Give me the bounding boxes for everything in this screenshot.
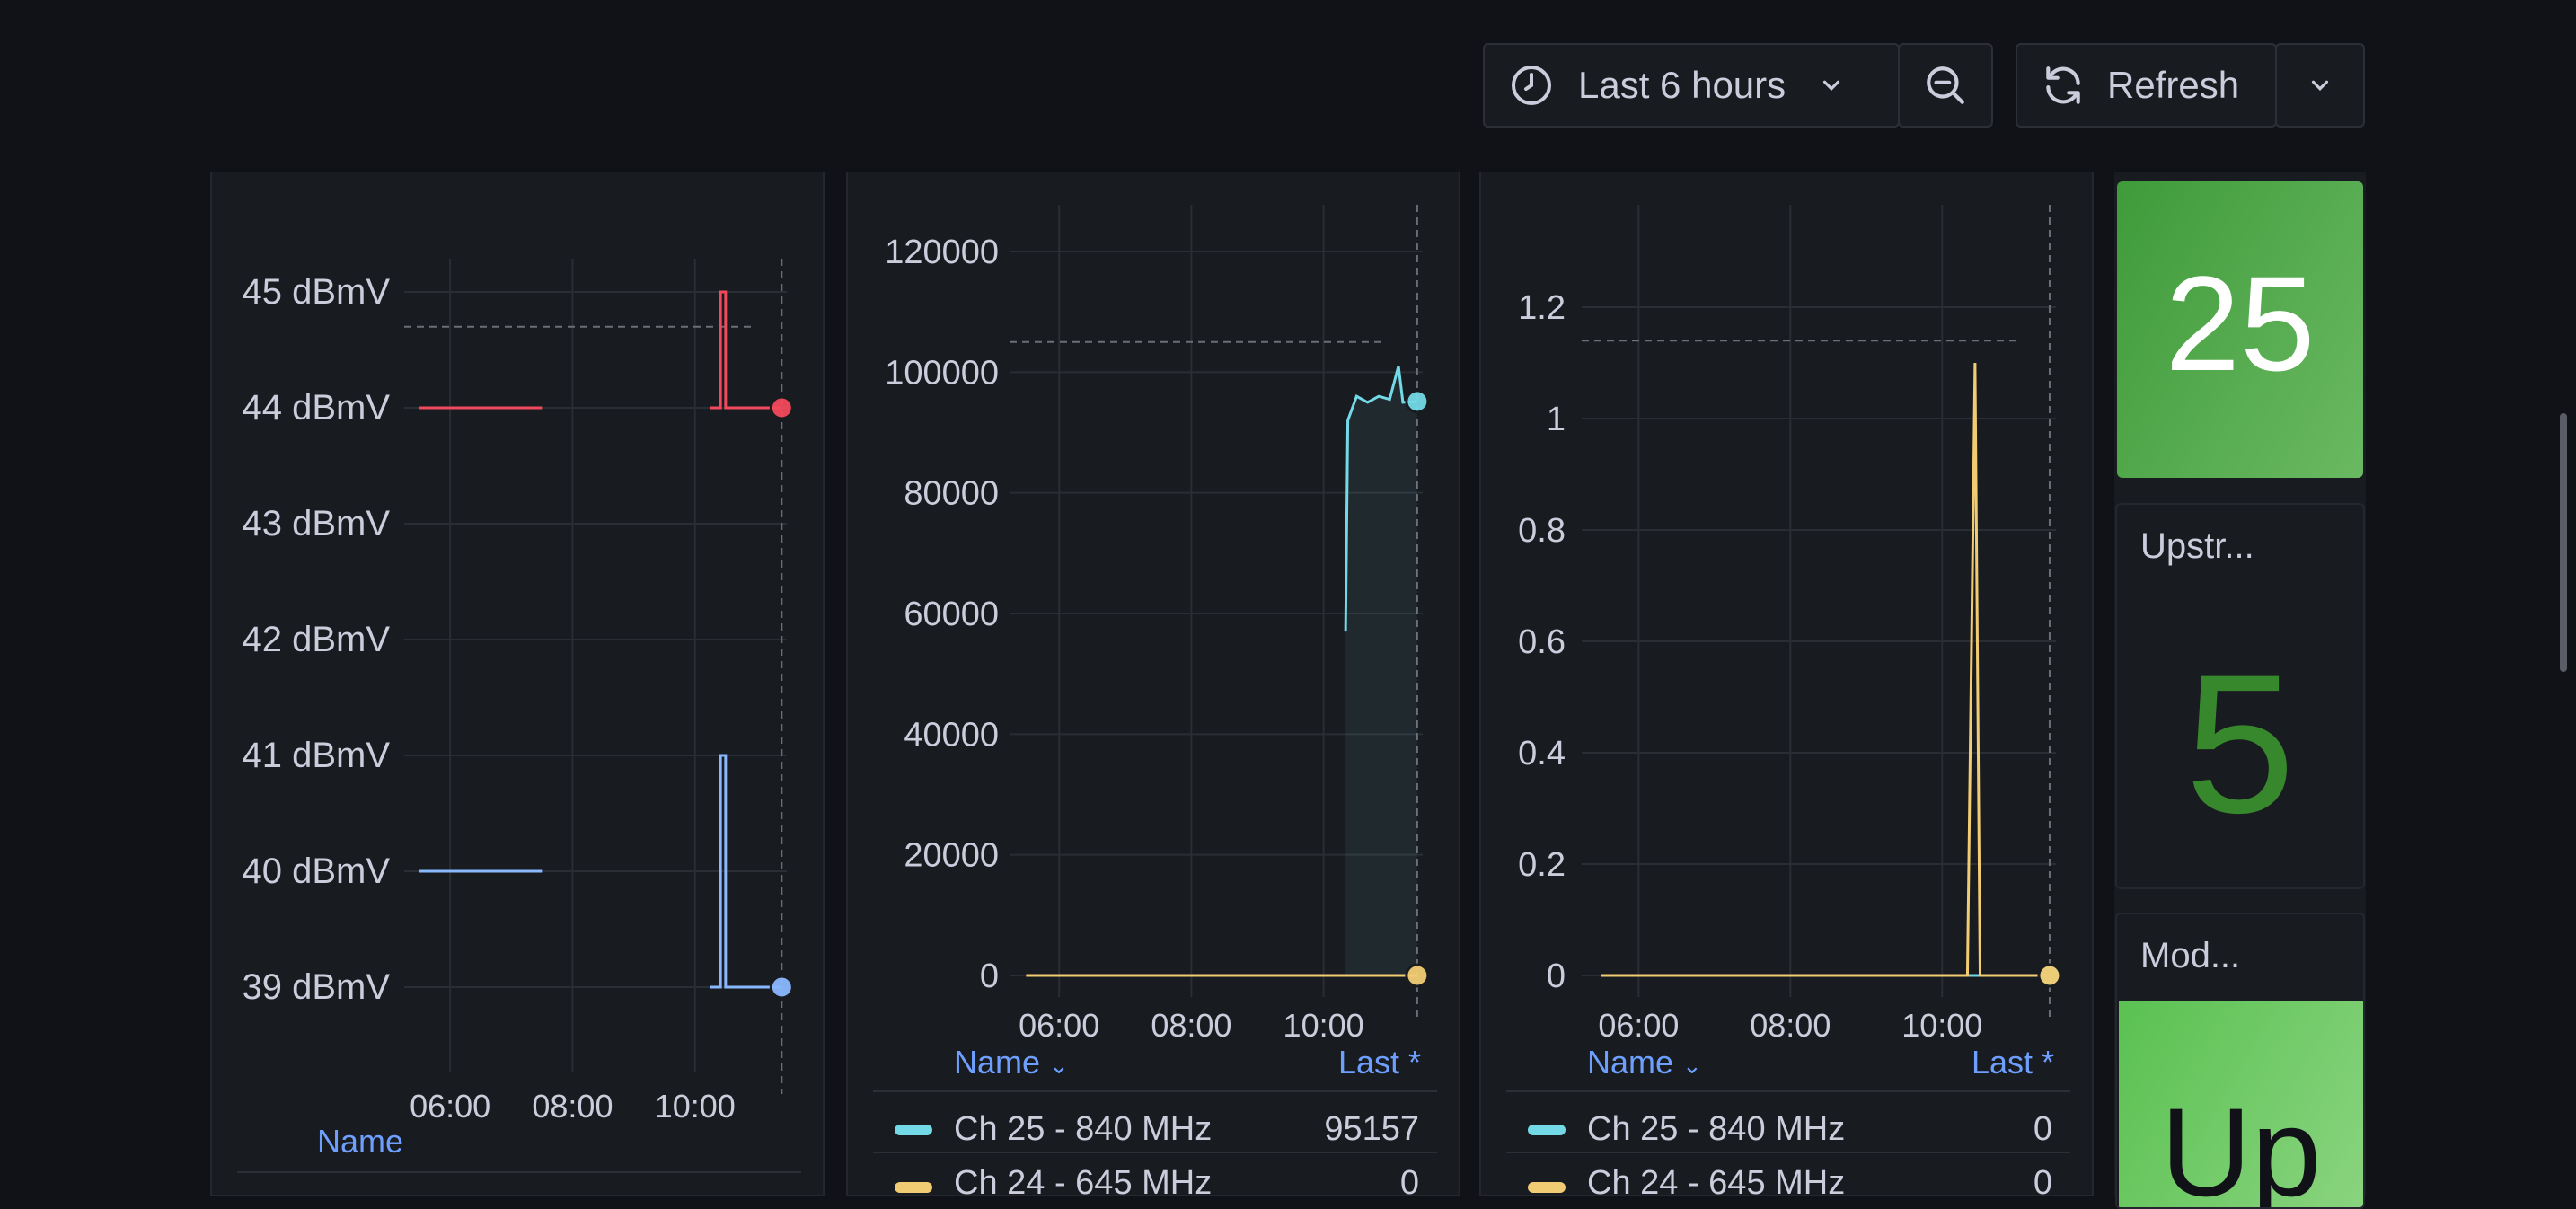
y-tick-label: 40 dBmV — [242, 852, 390, 891]
legend-divider — [873, 1090, 1437, 1092]
x-tick-label: 08:00 — [1151, 1007, 1231, 1044]
chevron-down-icon: ⌄ — [1682, 1052, 1702, 1079]
y-tick-label: 0.6 — [1518, 623, 1566, 661]
corrected-codewords-panel: 0 20000 40000 60000 80000 100000 120000 06:00 08… — [846, 172, 1460, 1202]
legend-divider — [1506, 1152, 2070, 1153]
y-tick-label: 45 dBmV — [242, 272, 390, 312]
x-tick-label: 10:00 — [1284, 1007, 1364, 1044]
x-tick-label: 08:00 — [1750, 1007, 1831, 1044]
series-last-value: 0 — [1399, 1164, 1419, 1202]
y-tick-label: 1 — [1547, 401, 1566, 438]
y-tick-label: 0 — [980, 957, 999, 995]
legend-name-label: Name — [954, 1044, 1041, 1081]
series-color-swatch — [1528, 1125, 1566, 1135]
stat-value-box: Up — [2119, 1001, 2363, 1209]
series-name: Ch 25 - 840 MHz — [954, 1110, 1213, 1148]
uncorrectables-panel: 0 0.2 0.4 0.6 0.8 1 1.2 06:00 08:00 10:00 Name ⌄ … — [1479, 172, 2094, 1202]
legend-last-header[interactable]: Last * — [1971, 1044, 2054, 1081]
series-line — [1601, 362, 2050, 977]
legend-name-header[interactable]: Name — [317, 1123, 404, 1160]
y-tick-label: 40000 — [904, 716, 999, 754]
series-name: Ch 24 - 645 MHz — [1587, 1164, 1846, 1202]
y-tick-label: 41 dBmV — [242, 736, 390, 775]
clock-icon — [1512, 66, 1551, 105]
modem-status-stat: Mod... Up — [2115, 913, 2365, 1209]
y-tick-label: 120000 — [885, 234, 999, 271]
series-area — [1345, 366, 1417, 975]
refresh-icon — [2046, 66, 2080, 104]
series-color-swatch — [895, 1182, 932, 1193]
series-name: Ch 24 - 645 MHz — [954, 1164, 1213, 1202]
y-tick-label: 43 dBmV — [242, 504, 390, 543]
time-range-picker[interactable]: Last 6 hours — [1483, 43, 1900, 128]
legend-divider — [1506, 1090, 2070, 1092]
legend-divider — [873, 1152, 1437, 1153]
corrected-codewords-chart: 0 20000 40000 60000 80000 100000 120000 06:00 08… — [885, 205, 1430, 1044]
series-line — [1344, 366, 1417, 632]
zoom-out-button[interactable] — [1898, 43, 1993, 128]
power-level-panel: 39 dBmV 40 dBmV 41 dBmV 42 dBmV 43 dBmV 44 dB… — [210, 172, 825, 1196]
series-line — [710, 754, 782, 989]
series-last-point — [1405, 389, 1430, 414]
x-tick-label: 06:00 — [1019, 1007, 1099, 1044]
legend-last-header[interactable]: Last * — [1337, 1044, 1421, 1081]
uncorrectables-chart: 0 0.2 0.4 0.6 0.8 1 1.2 06:00 08:00 10:00 — [1518, 205, 2062, 1044]
stat-value: Up — [2160, 1081, 2322, 1209]
y-tick-label: 20000 — [904, 837, 999, 875]
x-tick-label: 06:00 — [1598, 1007, 1679, 1044]
y-tick-label: 39 dBmV — [242, 967, 390, 1007]
series-line — [710, 290, 782, 410]
y-tick-label: 0 — [1547, 957, 1566, 995]
power-level-chart: 39 dBmV 40 dBmV 41 dBmV 42 dBmV 43 dBmV 44 dB… — [242, 259, 794, 1125]
y-tick-label: 0.4 — [1518, 735, 1566, 772]
stat-value: 25 — [2165, 248, 2316, 399]
y-tick-label: 80000 — [904, 475, 999, 513]
chevron-down-icon: ⌄ — [1049, 1052, 1069, 1079]
chevron-down-icon — [2311, 80, 2329, 91]
refresh-button[interactable]: Refresh — [2016, 43, 2277, 128]
time-range-label: Last 6 hours — [1578, 64, 1786, 106]
series-last-value: 0 — [2033, 1110, 2052, 1148]
upstream-count-stat: Upstr... 5 — [2115, 503, 2365, 889]
series-color-swatch — [1528, 1182, 1566, 1193]
refresh-label: Refresh — [2107, 64, 2240, 106]
stat-value: 5 — [2184, 633, 2296, 854]
refresh-interval-dropdown[interactable] — [2275, 43, 2365, 128]
series-last-value: 0 — [2033, 1164, 2052, 1202]
series-last-point — [769, 975, 794, 1000]
legend-name-header[interactable]: Name ⌄ — [1587, 1044, 1702, 1081]
legend-name-header[interactable]: Name ⌄ — [954, 1044, 1069, 1081]
stat-title: Mod... — [2140, 936, 2241, 975]
series-last-point — [2037, 963, 2062, 988]
zoom-out-icon — [1927, 66, 1964, 104]
y-tick-label: 100000 — [885, 354, 999, 392]
y-tick-label: 44 dBmV — [242, 388, 390, 428]
series-last-value: 95157 — [1324, 1110, 1419, 1148]
chevron-down-icon — [1823, 80, 1840, 91]
x-tick-label: 10:00 — [1901, 1007, 1982, 1044]
y-tick-label: 60000 — [904, 596, 999, 633]
series-last-point — [769, 395, 794, 420]
y-tick-label: 42 dBmV — [242, 620, 390, 659]
series-last-point — [1405, 963, 1430, 988]
x-tick-label: 08:00 — [532, 1088, 613, 1125]
y-tick-label: 0.8 — [1518, 512, 1566, 550]
downstream-count-stat: 25 — [2117, 181, 2363, 478]
stat-title: Upstr... — [2140, 526, 2254, 566]
legend-name-label: Name — [1587, 1044, 1674, 1081]
x-tick-label: 10:00 — [655, 1088, 736, 1125]
page-scrollbar-thumb[interactable] — [2560, 413, 2567, 672]
series-color-swatch — [895, 1125, 932, 1135]
series-name: Ch 25 - 840 MHz — [1587, 1110, 1846, 1148]
x-tick-label: 06:00 — [410, 1088, 490, 1125]
y-tick-label: 0.2 — [1518, 846, 1566, 884]
legend-divider — [237, 1171, 801, 1173]
y-tick-label: 1.2 — [1518, 289, 1566, 327]
